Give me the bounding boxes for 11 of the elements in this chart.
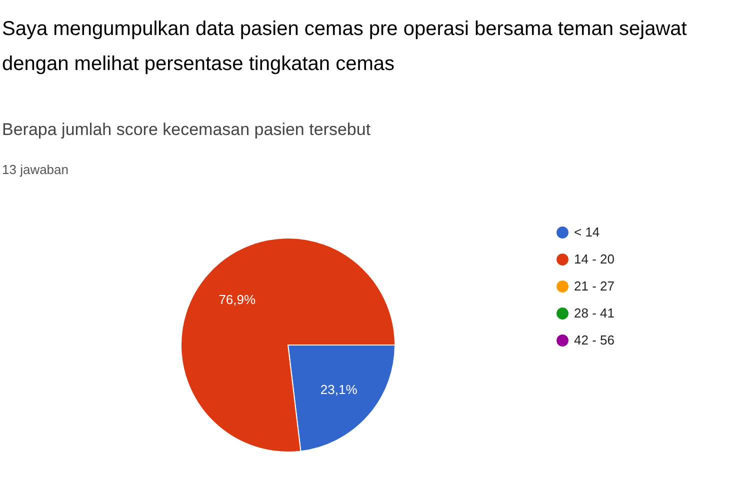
chart-subtitle: Berapa jumlah score kecemasan pasien tersebut bbox=[2, 120, 371, 140]
text: 13 jawaban bbox=[2, 162, 68, 177]
data-label: 76,9% bbox=[218, 292, 256, 307]
legend-label: 21 - 27 bbox=[574, 278, 614, 294]
legend-label: 28 - 41 bbox=[574, 306, 614, 320]
legend-label: 42 - 56 bbox=[574, 332, 614, 348]
data-label: 23,1% bbox=[320, 382, 358, 398]
legend-label: < 14 bbox=[574, 224, 600, 240]
pie-slice bbox=[180, 238, 396, 452]
chart-title: Saya mengumpulkan data pasien cemas pre operasi bersama teman sejawat dengan melihat persentase tingkatan cemas bbox=[2, 17, 688, 77]
legend-label: 14 - 20 bbox=[574, 252, 614, 266]
